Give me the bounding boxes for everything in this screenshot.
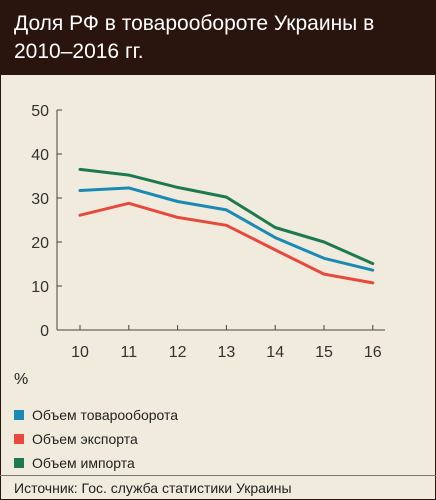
- unit-label: %: [14, 371, 29, 388]
- source-note: Источник: Гос. служба статистики Украины: [14, 480, 292, 496]
- chart-title: Доля РФ в товарообороте Украины в 2010–2…: [14, 12, 375, 63]
- legend-item-import: Объем импорта: [14, 451, 178, 475]
- x-tick-label: 13: [218, 344, 236, 361]
- x-tick-label: 14: [266, 344, 284, 361]
- x-tick-label: 12: [169, 344, 187, 361]
- x-tick-label: 15: [315, 344, 333, 361]
- legend: Объем товарооборота Объем экспорта Объем…: [14, 403, 178, 475]
- legend-label-export: Объем экспорта: [32, 431, 138, 447]
- legend-label-turnover: Объем товарооборота: [32, 407, 179, 423]
- y-tick-label: 0: [40, 323, 49, 340]
- legend-swatch-turnover: [14, 410, 24, 420]
- line-chart: 0 10 20 30 40 50 10 11 12 13 14 15 16: [31, 103, 385, 361]
- legend-swatch-export: [14, 434, 24, 444]
- x-tick-label: 16: [364, 344, 382, 361]
- legend-label-import: Объем импорта: [32, 455, 135, 471]
- source-divider: [0, 475, 436, 476]
- series-line-export: [78, 201, 375, 285]
- y-tick-label: 50: [31, 103, 49, 120]
- y-tick-label: 20: [31, 235, 49, 252]
- x-tick-label: 11: [120, 344, 137, 361]
- series-line-turnover: [78, 186, 375, 272]
- y-tick-label: 40: [31, 147, 49, 164]
- legend-item-turnover: Объем товарооборота: [14, 403, 178, 427]
- title-banner: Доля РФ в товарообороте Украины в 2010–2…: [0, 0, 436, 75]
- series-line-import: [78, 167, 375, 266]
- x-tick-label: 10: [71, 344, 89, 361]
- legend-swatch-import: [14, 458, 24, 468]
- y-tick-label: 10: [31, 279, 49, 296]
- legend-item-export: Объем экспорта: [14, 427, 178, 451]
- y-tick-label: 30: [31, 191, 49, 208]
